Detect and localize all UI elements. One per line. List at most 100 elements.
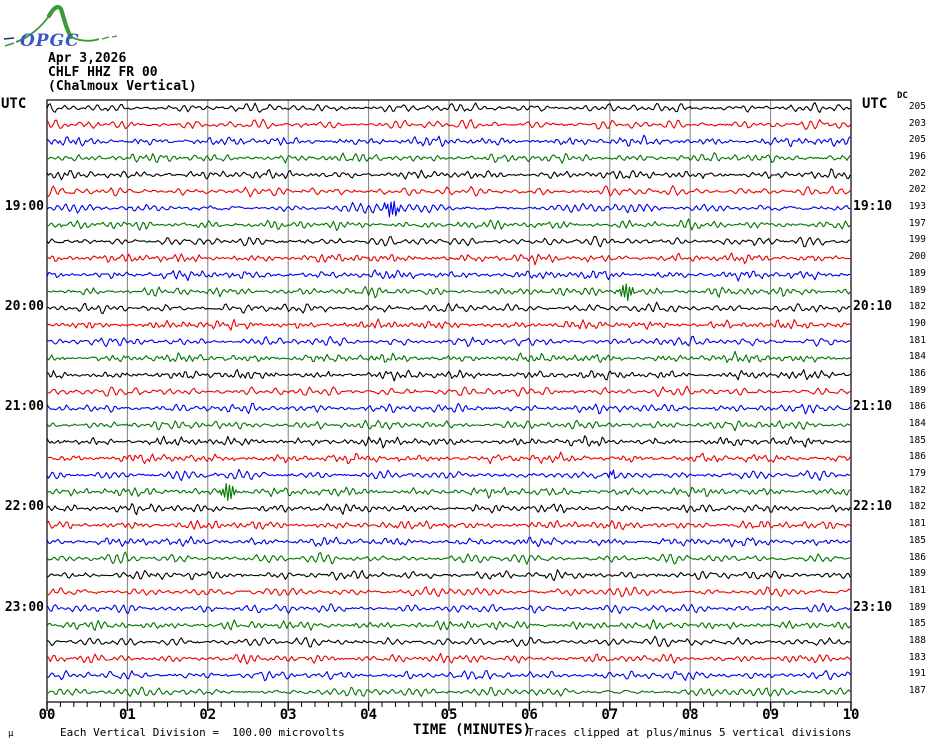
- seismogram-trace-row-26: [46, 535, 851, 548]
- dc-value: 190: [908, 317, 926, 329]
- seismogram-trace-row-31: [46, 619, 851, 631]
- dc-value: 203: [908, 117, 926, 129]
- right-time-label: 21:10: [853, 399, 893, 415]
- left-axis-header: UTC: [1, 96, 27, 112]
- seismogram-trace-row-2: [46, 134, 851, 148]
- logo-tail-icon: [70, 36, 100, 42]
- x-tick-label: 04: [360, 707, 378, 723]
- seismogram-trace-row-7: [46, 218, 851, 232]
- dc-value: 202: [908, 184, 926, 196]
- seismogram-trace-row-23: [46, 482, 851, 502]
- right-time-label: 20:10: [853, 299, 893, 315]
- seismogram-trace-row-30: [46, 602, 851, 615]
- header-station-code: CHLF HHZ FR 00: [48, 65, 158, 80]
- x-tick-label: 10: [842, 707, 860, 723]
- dc-value: 186: [908, 451, 926, 463]
- dc-value: 189: [908, 267, 926, 279]
- dc-value: 185: [908, 534, 926, 546]
- right-time-label: 22:10: [853, 499, 893, 515]
- seismogram-trace-row-5: [46, 185, 851, 198]
- seismogram-trace-row-15: [46, 350, 851, 364]
- seismogram-trace-row-32: [46, 635, 851, 648]
- dc-value: 181: [908, 518, 926, 530]
- seismogram-trace-row-14: [46, 335, 851, 348]
- seismogram-trace-row-28: [46, 569, 851, 582]
- header-station-name: (Chalmoux Vertical): [48, 79, 197, 94]
- seismogram-trace-row-13: [46, 318, 851, 331]
- seismogram-trace-row-22: [46, 468, 851, 482]
- dc-value: 184: [908, 351, 926, 363]
- seismogram-trace-row-1: [46, 118, 851, 130]
- seismogram-trace-row-0: [46, 102, 851, 114]
- seismogram-trace-row-10: [46, 269, 851, 282]
- micro-symbol: μ: [8, 729, 14, 739]
- opgc-logo: OPGC: [3, 4, 118, 51]
- dc-value: 189: [908, 384, 926, 396]
- seismogram-trace-row-34: [46, 669, 851, 682]
- seismogram-trace-row-19: [46, 419, 851, 432]
- dc-value: 202: [908, 167, 926, 179]
- dc-column-header: DC: [897, 91, 908, 101]
- x-tick-label: 01: [118, 707, 136, 723]
- seismogram-trace-row-24: [46, 503, 851, 516]
- left-time-label: 21:00: [4, 399, 44, 415]
- x-tick-label: 05: [440, 707, 458, 723]
- dc-value: 183: [908, 651, 926, 663]
- logo-peak-icon: [46, 4, 74, 40]
- left-time-label: 19:00: [4, 199, 44, 215]
- x-tick-label: 02: [199, 707, 217, 723]
- seismogram-trace-row-27: [46, 551, 851, 565]
- seismogram-trace-row-35: [46, 686, 851, 697]
- dc-value: 197: [908, 217, 926, 229]
- dc-value: 186: [908, 367, 926, 379]
- seismogram-trace-row-29: [46, 586, 851, 598]
- header-date: Apr 3,2026: [48, 51, 127, 66]
- x-tick-label: 09: [762, 707, 780, 723]
- dc-value: 186: [908, 551, 926, 563]
- dc-value: 205: [908, 134, 926, 146]
- x-tick-label: 07: [601, 707, 619, 723]
- clip-note: Traces clipped at plus/minus 5 vertical …: [527, 726, 852, 739]
- seismogram-trace-row-12: [46, 301, 851, 315]
- right-time-label: 23:10: [853, 599, 893, 615]
- logo-slope-icon: [15, 14, 51, 43]
- x-tick-label: 06: [520, 707, 538, 723]
- seismogram-trace-row-33: [46, 652, 851, 665]
- x-tick-label: 00: [38, 707, 56, 723]
- scale-note: Each Vertical Division = 100.00 microvol…: [60, 726, 345, 739]
- logo-dash-right: [101, 35, 118, 40]
- dc-value: 196: [908, 151, 926, 163]
- seismogram-trace-row-8: [46, 235, 851, 248]
- dc-value: 185: [908, 434, 926, 446]
- left-time-label: 20:00: [4, 299, 44, 315]
- x-axis-title: TIME (MINUTES): [413, 722, 532, 738]
- x-tick-label: 03: [279, 707, 297, 723]
- right-axis-header: UTC: [862, 96, 888, 112]
- left-time-label: 22:00: [4, 499, 44, 515]
- seismogram-trace-row-3: [46, 152, 851, 164]
- dc-value: 189: [908, 568, 926, 580]
- x-tick-label: 08: [681, 707, 699, 723]
- logo-dash-left: [4, 42, 15, 47]
- dc-value: 188: [908, 634, 926, 646]
- logo-dash-text: [3, 37, 15, 40]
- dc-value: 182: [908, 501, 926, 513]
- seismogram-trace-row-11: [46, 283, 851, 302]
- right-time-label: 19:10: [853, 199, 893, 215]
- dc-value: 182: [908, 484, 926, 496]
- left-time-label: 23:00: [4, 599, 44, 615]
- dc-value: 184: [908, 418, 926, 430]
- dc-value: 191: [908, 668, 926, 680]
- seismogram-trace-row-17: [46, 385, 851, 398]
- seismogram-trace-row-25: [46, 519, 851, 531]
- opgc-logo-text: OPGC: [20, 31, 80, 51]
- dc-value: 179: [908, 468, 926, 480]
- dc-value: 187: [908, 685, 926, 696]
- dc-value: 186: [908, 401, 926, 413]
- seismogram-trace-row-4: [46, 168, 851, 181]
- seismogram-trace-row-18: [46, 402, 851, 415]
- seismogram-trace-row-16: [46, 369, 851, 382]
- dc-value: 185: [908, 618, 926, 630]
- dc-value: 199: [908, 234, 926, 246]
- dc-value: 200: [908, 251, 926, 263]
